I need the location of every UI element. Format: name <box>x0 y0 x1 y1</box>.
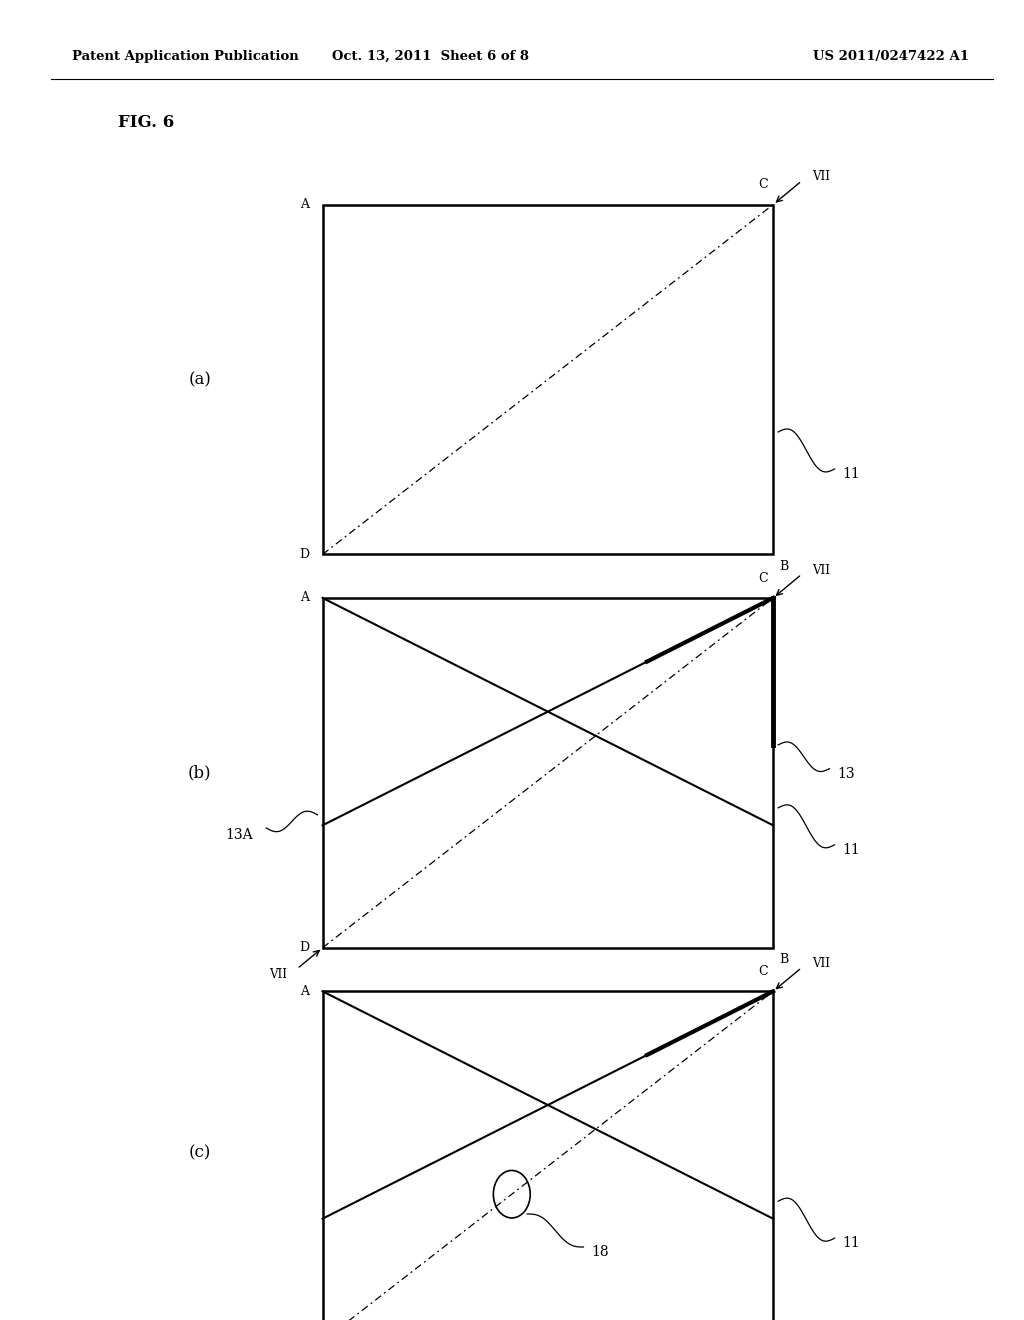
Text: 13: 13 <box>838 767 855 781</box>
Text: (a): (a) <box>188 371 211 388</box>
Text: A: A <box>300 985 309 998</box>
Text: VII: VII <box>812 564 830 577</box>
Text: 13A: 13A <box>225 828 253 842</box>
Text: VII: VII <box>812 170 830 183</box>
Text: C: C <box>759 965 768 978</box>
Bar <box>323 205 773 554</box>
Text: 11: 11 <box>843 1237 860 1250</box>
Bar <box>323 991 773 1320</box>
Text: A: A <box>300 591 309 605</box>
Text: 11: 11 <box>843 843 860 857</box>
Text: D: D <box>299 548 309 561</box>
Text: B: B <box>779 560 788 573</box>
Text: 18: 18 <box>592 1245 609 1259</box>
Text: (c): (c) <box>188 1144 211 1162</box>
Text: US 2011/0247422 A1: US 2011/0247422 A1 <box>813 50 969 63</box>
Text: A: A <box>300 198 309 211</box>
Text: (b): (b) <box>187 764 212 781</box>
Text: C: C <box>759 178 768 191</box>
Text: Oct. 13, 2011  Sheet 6 of 8: Oct. 13, 2011 Sheet 6 of 8 <box>332 50 528 63</box>
Text: 11: 11 <box>843 467 860 482</box>
Bar <box>323 598 773 948</box>
Text: FIG. 6: FIG. 6 <box>118 115 174 131</box>
Text: B: B <box>779 953 788 966</box>
Text: D: D <box>299 941 309 954</box>
Text: C: C <box>759 572 768 585</box>
Text: Patent Application Publication: Patent Application Publication <box>72 50 298 63</box>
Text: VII: VII <box>268 968 287 981</box>
Text: VII: VII <box>812 957 830 970</box>
